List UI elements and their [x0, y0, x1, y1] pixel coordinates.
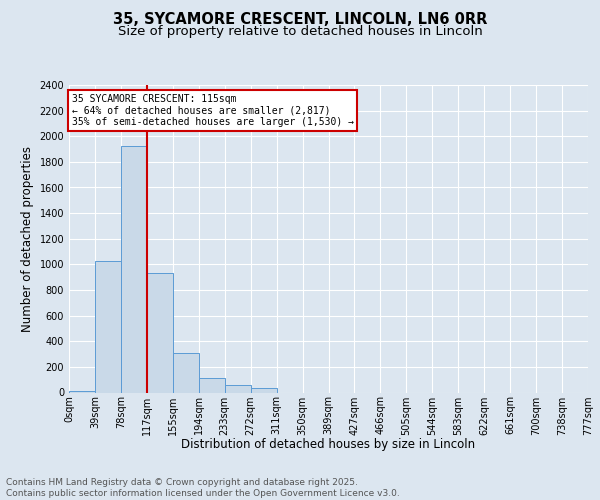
- Bar: [69, 390, 95, 392]
- Bar: [147, 274, 173, 392]
- Text: 35 SYCAMORE CRESCENT: 115sqm
← 64% of detached houses are smaller (2,817)
35% of: 35 SYCAMORE CRESCENT: 115sqm ← 64% of de…: [71, 94, 353, 128]
- X-axis label: Distribution of detached houses by size in Lincoln: Distribution of detached houses by size …: [181, 438, 476, 450]
- Bar: [251, 388, 277, 392]
- Bar: [225, 386, 251, 392]
- Text: Size of property relative to detached houses in Lincoln: Size of property relative to detached ho…: [118, 25, 482, 38]
- Bar: [121, 146, 147, 392]
- Text: Contains HM Land Registry data © Crown copyright and database right 2025.
Contai: Contains HM Land Registry data © Crown c…: [6, 478, 400, 498]
- Text: 35, SYCAMORE CRESCENT, LINCOLN, LN6 0RR: 35, SYCAMORE CRESCENT, LINCOLN, LN6 0RR: [113, 12, 487, 28]
- Y-axis label: Number of detached properties: Number of detached properties: [21, 146, 34, 332]
- Bar: [95, 260, 121, 392]
- Bar: [199, 378, 224, 392]
- Bar: [173, 353, 199, 393]
